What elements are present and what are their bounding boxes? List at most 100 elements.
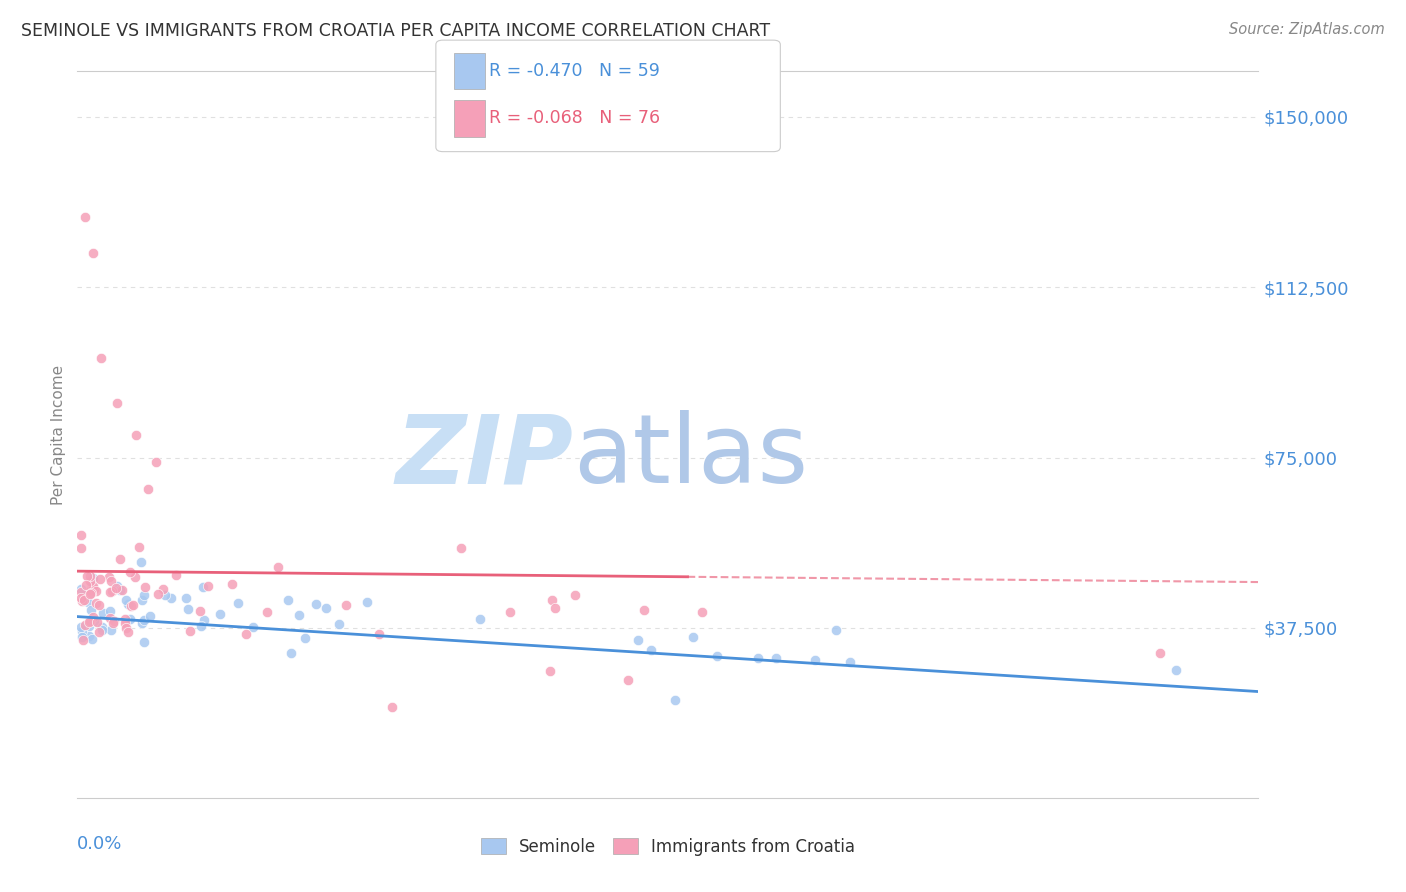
Point: [76, 569, 98, 583]
Point: [82, 246, 104, 260]
Point: [131, 615, 153, 630]
Point: [136, 483, 159, 497]
Point: [839, 655, 862, 669]
Point: [305, 597, 328, 611]
Point: [75, 210, 97, 224]
Point: [193, 613, 215, 627]
Point: [98, 611, 121, 625]
Point: [70, 528, 93, 542]
Point: [682, 630, 704, 644]
Point: [82, 610, 104, 624]
Point: [84, 596, 107, 610]
Point: [328, 616, 350, 631]
Point: [98, 570, 121, 584]
Point: [179, 624, 201, 638]
Point: [564, 588, 586, 602]
Point: [70, 582, 93, 597]
Point: [115, 621, 138, 635]
Point: [450, 541, 472, 556]
Point: [381, 700, 404, 714]
Text: Source: ZipAtlas.com: Source: ZipAtlas.com: [1229, 22, 1385, 37]
Point: [280, 647, 302, 661]
Point: [145, 455, 167, 469]
Point: [70, 624, 93, 638]
Legend: Seminole, Immigrants from Croatia: Seminole, Immigrants from Croatia: [474, 831, 862, 863]
Point: [176, 591, 198, 606]
Point: [541, 592, 564, 607]
Point: [72, 632, 94, 647]
Point: [84, 583, 107, 598]
Text: SEMINOLE VS IMMIGRANTS FROM CROATIA PER CAPITA INCOME CORRELATION CHART: SEMINOLE VS IMMIGRANTS FROM CROATIA PER …: [21, 22, 770, 40]
Point: [277, 592, 299, 607]
Point: [79, 587, 101, 601]
Text: ZIP: ZIP: [395, 410, 574, 503]
Point: [115, 593, 138, 607]
Point: [335, 598, 357, 612]
Point: [747, 651, 769, 665]
Point: [294, 631, 316, 645]
Point: [89, 572, 111, 586]
Point: [1164, 663, 1187, 677]
Point: [117, 625, 139, 640]
Point: [83, 582, 105, 596]
Point: [82, 571, 104, 585]
Point: [125, 428, 148, 442]
Text: atlas: atlas: [574, 410, 808, 503]
Point: [197, 578, 219, 592]
Point: [221, 577, 243, 591]
Point: [98, 584, 121, 599]
Point: [288, 608, 311, 623]
Point: [134, 588, 156, 602]
Point: [468, 612, 491, 626]
Point: [640, 643, 662, 657]
Point: [153, 588, 176, 602]
Point: [80, 583, 103, 598]
Point: [191, 581, 214, 595]
Point: [804, 653, 827, 667]
Point: [114, 612, 136, 626]
Point: [87, 598, 110, 612]
Point: [118, 565, 141, 579]
Point: [544, 601, 567, 615]
Point: [82, 578, 104, 592]
Point: [79, 619, 101, 633]
Point: [499, 605, 522, 619]
Point: [90, 620, 112, 634]
Point: [267, 559, 290, 574]
Point: [134, 580, 156, 594]
Point: [80, 585, 103, 599]
Point: [79, 602, 101, 616]
Point: [79, 615, 101, 629]
Y-axis label: Per Capita Income: Per Capita Income: [51, 365, 66, 505]
Point: [242, 620, 264, 634]
Point: [70, 541, 93, 555]
Point: [120, 599, 142, 613]
Point: [70, 591, 93, 605]
Point: [166, 568, 188, 582]
Point: [368, 627, 391, 641]
Point: [690, 605, 713, 619]
Point: [104, 581, 127, 595]
Point: [101, 584, 124, 599]
Point: [235, 627, 257, 641]
Point: [765, 650, 787, 665]
Point: [121, 598, 143, 612]
Point: [73, 593, 96, 607]
Point: [128, 540, 150, 554]
Point: [86, 615, 108, 629]
Text: R = -0.068   N = 76: R = -0.068 N = 76: [489, 110, 661, 128]
Point: [159, 591, 181, 605]
Point: [70, 585, 93, 599]
Point: [90, 351, 112, 365]
Point: [706, 649, 728, 664]
Point: [90, 624, 112, 638]
Point: [110, 583, 132, 598]
Point: [77, 595, 100, 609]
Point: [1149, 646, 1171, 660]
Point: [75, 578, 97, 592]
Point: [101, 615, 124, 630]
Point: [114, 615, 136, 630]
Point: [131, 592, 153, 607]
Point: [132, 635, 155, 649]
Point: [70, 593, 93, 607]
